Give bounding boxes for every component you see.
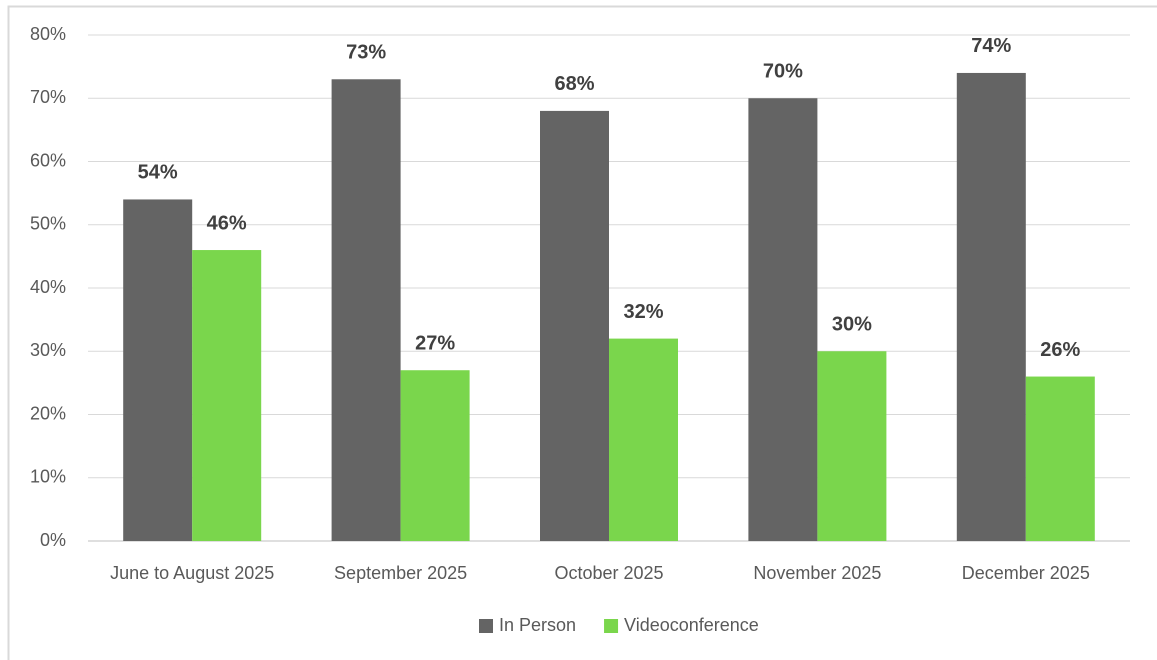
data-label: 32% — [623, 301, 663, 323]
x-tick-label: October 2025 — [554, 563, 663, 583]
x-tick-label: November 2025 — [753, 563, 881, 583]
bar — [956, 72, 1026, 541]
x-tick-label: December 2025 — [962, 563, 1090, 583]
bar — [1025, 376, 1095, 541]
data-label: 30% — [832, 314, 872, 336]
data-label: 73% — [346, 42, 386, 64]
y-tick-label: 40% — [30, 277, 66, 297]
y-tick-label: 30% — [30, 340, 66, 360]
y-tick-label: 0% — [40, 530, 66, 550]
y-tick-label: 80% — [30, 24, 66, 44]
data-label: 54% — [138, 162, 178, 184]
bar — [817, 351, 887, 541]
data-label: 27% — [415, 333, 455, 355]
bar — [192, 250, 262, 542]
data-label: 68% — [554, 73, 594, 95]
bar — [748, 98, 818, 541]
y-tick-label: 10% — [30, 467, 66, 487]
bar — [540, 110, 609, 542]
y-tick-label: 60% — [30, 150, 66, 170]
x-tick-label: September 2025 — [334, 563, 467, 583]
data-label: 26% — [1040, 339, 1080, 361]
data-label: 46% — [207, 212, 247, 234]
y-tick-label: 20% — [30, 403, 66, 423]
data-label: 70% — [763, 61, 803, 83]
legend-swatch — [604, 619, 619, 633]
legend-label: In Person — [499, 615, 576, 635]
legend-label: Videoconference — [624, 615, 759, 635]
bar — [123, 199, 193, 541]
bar — [609, 338, 678, 541]
x-tick-label: June to August 2025 — [110, 563, 274, 583]
bar — [400, 370, 470, 541]
y-tick-label: 50% — [30, 214, 66, 234]
bar — [331, 79, 401, 542]
legend-swatch — [479, 619, 493, 633]
y-tick-label: 70% — [30, 87, 66, 107]
data-label: 74% — [971, 35, 1011, 57]
